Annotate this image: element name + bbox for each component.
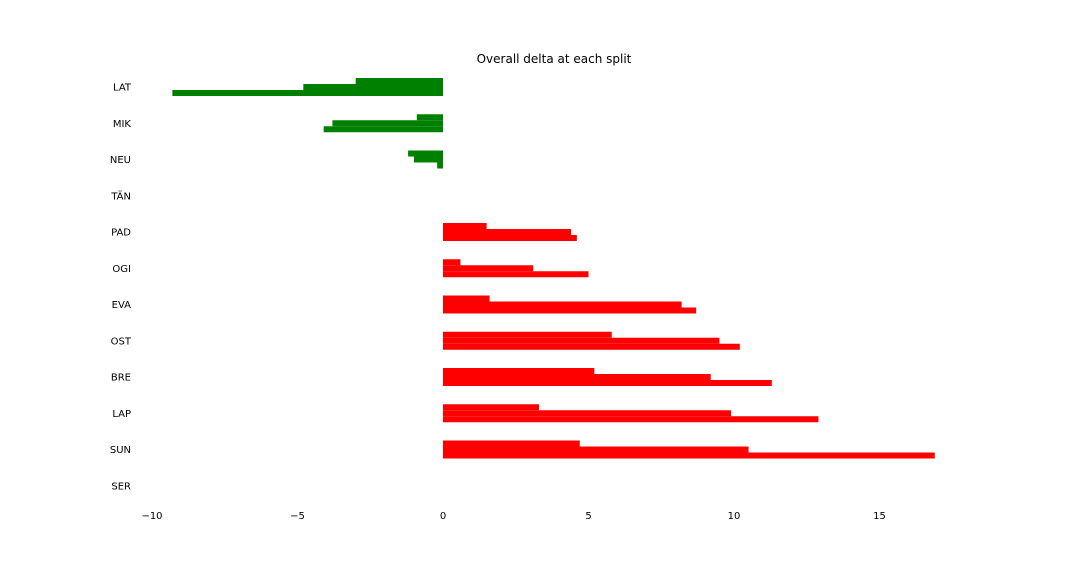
bar-neu-split-3 bbox=[437, 162, 443, 169]
bar-mik-split-1 bbox=[416, 114, 443, 121]
x-tick-label: 10 bbox=[728, 511, 741, 522]
bar-lap-split-1 bbox=[443, 404, 540, 411]
bar-bre-split-1 bbox=[443, 368, 595, 374]
x-tick-label: 0 bbox=[440, 511, 446, 522]
x-axis-ticks: −10 −5 0 5 10 15 bbox=[141, 511, 885, 522]
bar-lat-split-3 bbox=[172, 90, 443, 96]
category-label-neu: NEU bbox=[110, 155, 131, 166]
bar-eva-split-3 bbox=[443, 307, 697, 314]
category-label-ogi: OGI bbox=[112, 264, 131, 275]
category-label-mik: MIK bbox=[113, 119, 132, 130]
category-label-eva: EVA bbox=[112, 300, 132, 311]
bar-lap-split-3 bbox=[443, 416, 819, 423]
category-label-ser: SER bbox=[111, 481, 131, 492]
category-label-bre: BRE bbox=[111, 373, 131, 384]
bars-layer bbox=[172, 78, 935, 459]
bar-sun-split-2 bbox=[443, 446, 749, 453]
bar-pad-split-1 bbox=[443, 223, 487, 229]
bar-ogi-split-3 bbox=[443, 271, 589, 278]
x-tick-label: 15 bbox=[873, 511, 886, 522]
bar-lap-split-2 bbox=[443, 410, 732, 417]
bar-ost-split-3 bbox=[443, 343, 740, 350]
category-label-tän: TÄN bbox=[110, 189, 131, 202]
bar-lat-split-1 bbox=[355, 78, 443, 84]
bar-neu-split-1 bbox=[408, 150, 443, 157]
x-tick-label: −10 bbox=[141, 511, 162, 522]
category-labels: LAT MIK NEU TÄN PAD OGI EVA OST BRE LAP SUN SER bbox=[110, 83, 132, 493]
bar-sun-split-3 bbox=[443, 452, 935, 459]
bar-sun-split-1 bbox=[443, 440, 580, 447]
bar-pad-split-3 bbox=[443, 235, 577, 241]
category-label-sun: SUN bbox=[110, 445, 131, 456]
category-label-lap: LAP bbox=[112, 409, 131, 420]
bar-neu-split-2 bbox=[413, 156, 443, 163]
category-label-ost: OST bbox=[111, 336, 132, 347]
category-label-pad: PAD bbox=[111, 228, 131, 239]
x-tick-label: −5 bbox=[290, 511, 305, 522]
bar-mik-split-3 bbox=[323, 126, 443, 133]
bar-eva-split-2 bbox=[443, 301, 682, 308]
bar-ost-split-1 bbox=[443, 331, 612, 338]
chart-title: Overall delta at each split bbox=[477, 52, 632, 66]
category-label-lat: LAT bbox=[113, 83, 132, 94]
bar-bre-split-3 bbox=[443, 380, 772, 386]
bar-lat-split-2 bbox=[303, 84, 443, 90]
x-tick-label: 5 bbox=[585, 511, 591, 522]
bar-eva-split-1 bbox=[443, 295, 490, 302]
bar-bre-split-2 bbox=[443, 374, 711, 380]
bar-mik-split-2 bbox=[332, 120, 443, 127]
bar-ost-split-2 bbox=[443, 337, 720, 344]
bar-ogi-split-2 bbox=[443, 265, 534, 272]
bar-pad-split-2 bbox=[443, 229, 572, 235]
bar-ogi-split-1 bbox=[443, 259, 461, 266]
